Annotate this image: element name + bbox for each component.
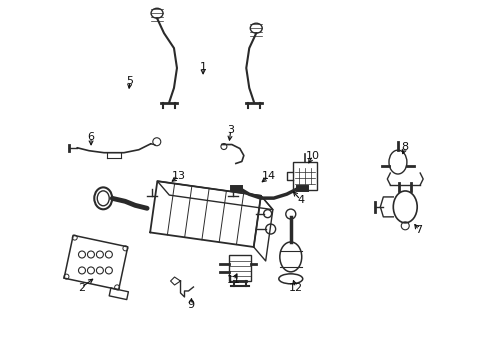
Text: 5: 5 — [126, 76, 133, 86]
Text: 4: 4 — [296, 195, 304, 205]
Text: 8: 8 — [401, 142, 408, 152]
Text: 10: 10 — [305, 150, 319, 161]
Text: 2: 2 — [78, 283, 85, 293]
Bar — [293, 162, 317, 190]
Bar — [228, 255, 250, 281]
Text: 6: 6 — [87, 132, 94, 142]
Text: 7: 7 — [414, 225, 422, 235]
Text: 3: 3 — [227, 125, 234, 135]
Text: 11: 11 — [226, 275, 240, 285]
Text: 9: 9 — [187, 300, 194, 310]
Text: 13: 13 — [171, 171, 185, 181]
Text: 12: 12 — [288, 283, 302, 293]
Text: 14: 14 — [261, 171, 275, 181]
Text: 1: 1 — [199, 62, 206, 72]
